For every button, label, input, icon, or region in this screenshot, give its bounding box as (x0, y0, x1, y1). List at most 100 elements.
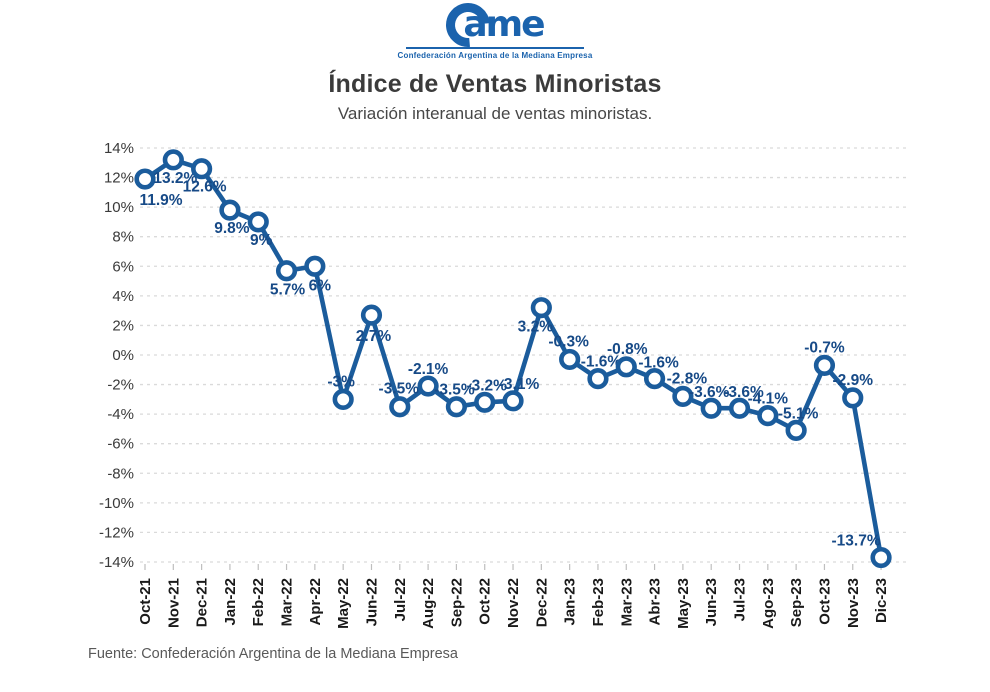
data-point-marker (870, 546, 892, 569)
data-point-marker (615, 356, 637, 378)
data-point-label: -1.6% (581, 354, 622, 371)
data-point-marker (219, 199, 241, 221)
data-point-marker (842, 387, 864, 409)
page-title: Índice de Ventas Minoristas (328, 70, 662, 98)
x-axis-label: Jan-22 (222, 578, 239, 626)
y-axis-label: 2% (112, 317, 134, 334)
data-point-marker (389, 396, 411, 418)
data-point-marker (700, 397, 722, 419)
data-point-label: -0.7% (804, 339, 845, 356)
data-point-marker (502, 390, 524, 412)
data-point-marker (360, 304, 383, 326)
data-point-label: 9.8% (214, 220, 250, 237)
y-axis-label: 12% (104, 170, 134, 187)
data-point-marker (785, 419, 807, 441)
x-axis-label: Nov-22 (505, 578, 522, 628)
data-point-marker (474, 391, 496, 413)
y-axis-label: -8% (107, 465, 134, 482)
x-axis-label: Sep-22 (448, 578, 465, 627)
x-axis-label: Abr-23 (647, 578, 664, 626)
y-axis-label: -6% (107, 436, 134, 453)
logo-divider (406, 47, 584, 49)
data-point-marker (247, 211, 269, 233)
x-axis-label: Feb-22 (250, 578, 267, 626)
y-axis-label: 0% (112, 347, 134, 364)
data-point-label: -2.8% (667, 370, 708, 387)
page-subtitle: Variación interanual de ventas minorista… (337, 104, 653, 123)
y-axis-label: -12% (99, 524, 134, 541)
logo-org-name: Confederación Argentina de la Mediana Em… (397, 51, 593, 60)
x-axis-label: Sep-23 (788, 578, 805, 627)
x-axis-label: Jan-23 (562, 578, 579, 626)
x-axis-label: Dic-23 (873, 578, 890, 623)
x-axis-label: Ago-23 (760, 578, 777, 629)
data-point-label: -13.7% (831, 533, 880, 550)
data-point-marker (672, 385, 694, 407)
data-point-label: -4.1% (748, 391, 789, 408)
came-logo: ame Confederación Argentina de la Median… (0, 0, 990, 60)
data-point-marker (559, 348, 581, 371)
data-point-marker (134, 168, 156, 190)
data-point-marker (530, 297, 552, 319)
data-point-label: -3.5% (434, 382, 475, 399)
x-axis-label: Jul-22 (392, 578, 409, 621)
data-point-marker (275, 260, 298, 282)
x-axis-label: May-23 (675, 578, 692, 629)
x-axis-label: Mar-22 (279, 578, 296, 626)
x-axis-label: Aug-22 (420, 578, 437, 629)
data-point-label: 2.7% (356, 328, 392, 345)
y-axis-label: 6% (112, 258, 134, 275)
data-point-label: -0.3% (548, 333, 589, 350)
data-point-label: -3.6% (723, 384, 764, 401)
data-point-marker (304, 255, 326, 277)
y-axis-label: -4% (107, 406, 134, 423)
x-axis-label: Nov-23 (845, 578, 862, 628)
data-point-label: -1.6% (638, 355, 679, 372)
x-axis-label: Oct-23 (816, 578, 833, 625)
data-point-marker (417, 375, 439, 397)
data-point-label: -5.1% (778, 405, 819, 422)
x-axis-label: May-22 (335, 578, 352, 629)
data-point-label: -3.6% (689, 384, 730, 401)
data-point-marker (445, 396, 468, 418)
data-point-label: -3.2% (466, 377, 507, 394)
data-point-label: 5.7% (270, 282, 306, 299)
data-point-label: 11.9% (139, 192, 182, 209)
y-axis-label: 14% (104, 140, 134, 157)
x-axis-label: Oct-22 (477, 578, 494, 625)
sales-index-chart: 14% 12% 10% 8% 6% 4% 2% 0% -2% -4% -6% -8% -10% -12% -… (99, 140, 908, 629)
y-axis-label: 10% (104, 199, 134, 216)
x-axis-label: Apr-22 (307, 578, 324, 626)
x-axis-label: Jun-22 (363, 578, 380, 626)
data-point-label: 9% (250, 232, 273, 249)
data-point-marker (587, 368, 609, 390)
x-axis-label: Nov-21 (165, 578, 182, 628)
y-axis-label: -10% (99, 495, 134, 512)
data-point-label: -3% (327, 373, 355, 390)
x-axis-label: Dec-22 (533, 578, 550, 627)
data-point-marker (162, 149, 184, 171)
data-point-marker (332, 388, 354, 410)
data-point-label: -3.1% (499, 376, 540, 393)
data-point-label: 12.6% (183, 179, 227, 196)
x-axis-label: Mar-23 (618, 578, 635, 626)
source-note: Fuente: Confederación Argentina de la Me… (88, 646, 458, 662)
y-axis-label: 8% (112, 229, 134, 246)
data-point-marker (757, 405, 779, 427)
y-axis-label: -2% (107, 377, 134, 394)
x-axis-label: Jul-23 (732, 578, 749, 621)
data-point-label: -0.8% (607, 341, 648, 358)
x-axis-label: Oct-21 (137, 578, 154, 625)
data-point-marker (813, 354, 836, 376)
x-axis-label: Jun-23 (703, 578, 720, 626)
came-logo-text: ame (463, 4, 545, 45)
data-point-marker (728, 397, 751, 419)
data-point-marker (191, 158, 213, 180)
data-point-label: 3.2% (518, 319, 554, 336)
data-point-label: 13.2% (153, 170, 197, 187)
data-point-label: 6% (309, 277, 332, 294)
data-point-label: -3.5% (379, 381, 420, 398)
came-logo-mark: ame (437, 0, 546, 56)
y-axis-label: -14% (99, 554, 134, 571)
x-axis-label: Feb-23 (590, 578, 607, 626)
